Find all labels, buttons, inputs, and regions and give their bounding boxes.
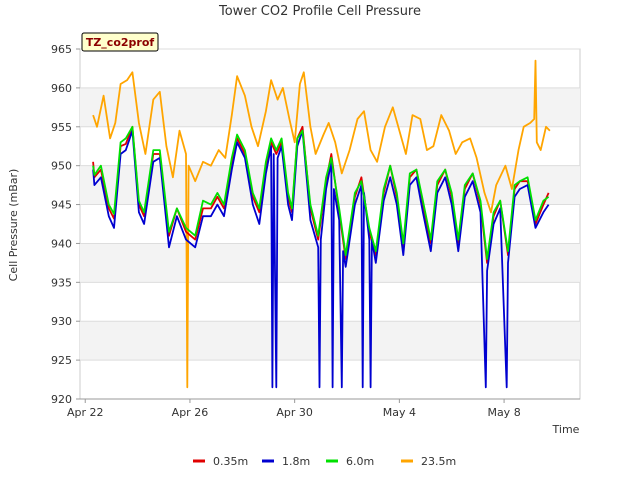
series-layer <box>92 59 551 389</box>
site-tag: TZ_co2prof <box>81 32 159 52</box>
y-tick-label: 955 <box>51 121 72 134</box>
y-axis-label: Cell Pressure (mBar) <box>7 169 20 282</box>
x-tick-label: Apr 22 <box>67 406 104 419</box>
chart-title: Tower CO2 Profile Cell Pressure <box>218 4 421 19</box>
x-tick-label: May 8 <box>487 406 520 419</box>
legend-label: 0.35m <box>213 455 248 468</box>
grid-band <box>80 87 580 127</box>
grid-band <box>80 321 580 361</box>
series-line-6.0m <box>92 125 550 260</box>
x-tick-label: May 4 <box>383 406 416 419</box>
legend-label: 1.8m <box>282 455 310 468</box>
x-tick-label: Apr 30 <box>276 406 313 419</box>
grid-band <box>80 243 580 283</box>
y-tick-label: 960 <box>51 82 72 95</box>
site-tag-box <box>81 32 159 52</box>
x-tick-label: Apr 26 <box>172 406 209 419</box>
site-tag-label: TZ_co2prof <box>86 36 155 49</box>
y-tick-label: 935 <box>51 276 72 289</box>
x-axis: Apr 22 Apr 26 Apr 30 May 4 May 8 <box>67 398 580 419</box>
legend: 0.35m 1.8m 6.0m 23.5m <box>193 455 456 468</box>
y-tick-label: 920 <box>51 393 72 406</box>
y-tick-label: 940 <box>51 237 72 250</box>
y-tick-label: 930 <box>51 315 72 328</box>
legend-label: 6.0m <box>346 455 374 468</box>
y-tick-label: 965 <box>51 43 72 56</box>
y-axis: 920 925 930 935 940 945 950 955 960 965 <box>51 43 80 406</box>
legend-label: 23.5m <box>421 455 456 468</box>
series-line-23.5m <box>92 59 551 389</box>
y-tick-label: 950 <box>51 160 72 173</box>
x-axis-label: Time <box>552 423 580 436</box>
y-tick-label: 945 <box>51 199 72 212</box>
y-tick-label: 925 <box>51 354 72 367</box>
